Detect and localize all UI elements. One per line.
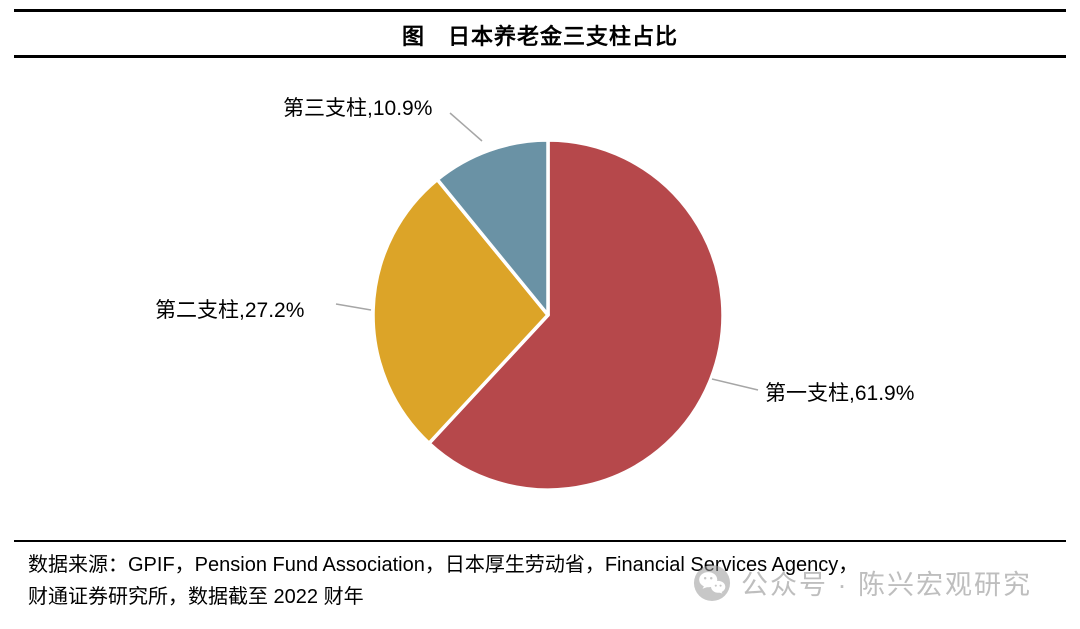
- source-note-line2: 财通证券研究所，数据截至 2022 财年: [28, 586, 364, 608]
- pie-label-second-pillar: 第二支柱,27.2%: [155, 299, 305, 322]
- pie-label-third-pillar: 第三支柱,10.9%: [283, 97, 433, 120]
- leader-line-first-pillar: [711, 378, 759, 391]
- top-rule: [14, 9, 1066, 12]
- title-underline-rule: [14, 55, 1066, 58]
- pie-slice-第三支柱: [435, 138, 550, 317]
- source-note: 数据来源：GPIF，Pension Fund Association，日本厚生劳…: [28, 549, 1060, 613]
- source-note-line1: 数据来源：GPIF，Pension Fund Association，日本厚生劳…: [28, 554, 859, 576]
- leader-lines-group: [335, 112, 759, 391]
- source-divider-rule: [14, 540, 1066, 542]
- leader-line-second-pillar: [335, 303, 372, 311]
- leader-line-third-pillar: [449, 112, 483, 142]
- pie-label-first-pillar: 第一支柱,61.9%: [765, 382, 915, 405]
- pie-slice-第一支柱: [427, 138, 725, 492]
- pie-slice-第二支柱: [371, 177, 550, 446]
- pie-slices-group: [371, 138, 725, 492]
- chart-title: 图 日本养老金三支柱占比: [401, 24, 678, 49]
